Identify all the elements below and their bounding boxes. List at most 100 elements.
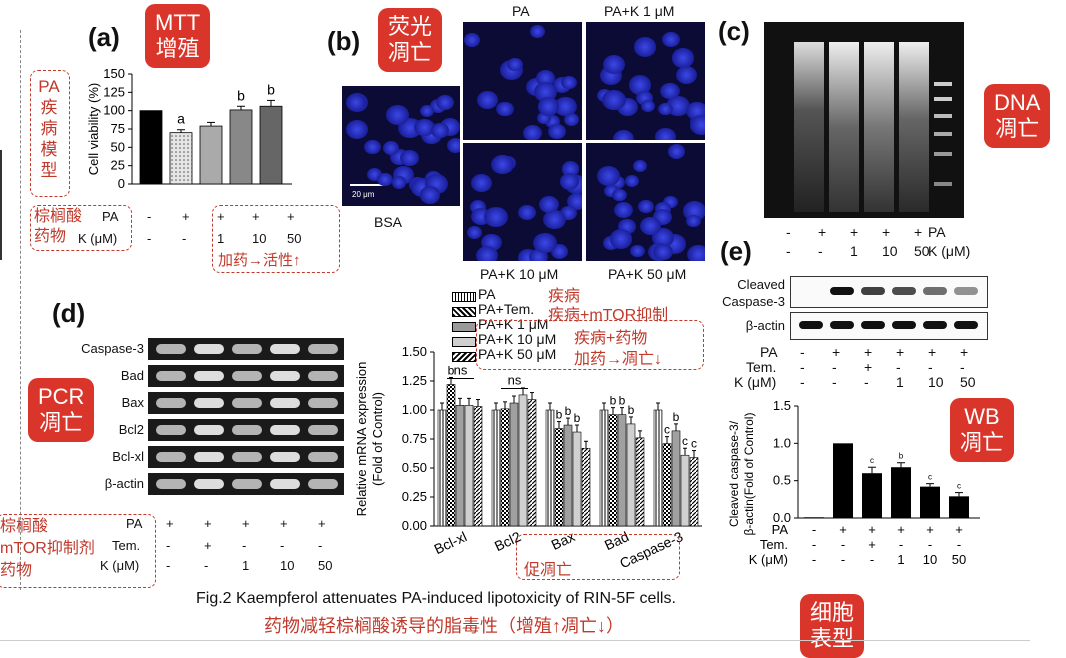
gel-band xyxy=(156,479,186,489)
cell-nucleus xyxy=(675,65,697,84)
bar xyxy=(437,409,447,527)
gel-band xyxy=(270,344,300,354)
y-tick-label: 0.00 xyxy=(402,518,427,533)
sig-label: a xyxy=(177,111,185,127)
pa-value: + xyxy=(182,209,190,224)
k-value: 10 xyxy=(928,374,944,390)
bar xyxy=(199,125,223,185)
label-pak50: PA+K 50 μM xyxy=(608,266,687,282)
cell-nucleus xyxy=(490,154,515,175)
row-value: + xyxy=(926,522,934,537)
cell-nucleus xyxy=(628,75,652,95)
row-value: + xyxy=(868,537,876,552)
bar xyxy=(509,402,519,527)
scale-bar-label: 20 μm xyxy=(352,190,375,199)
row-value: - xyxy=(957,537,961,552)
ladder-band xyxy=(934,114,952,118)
wb-band xyxy=(861,321,885,329)
gel-band xyxy=(232,344,262,354)
y-tick-label: 25 xyxy=(111,158,125,173)
y-tick-label: 0.0 xyxy=(773,510,791,525)
legend-swatch xyxy=(452,307,476,317)
wb-band xyxy=(923,321,947,329)
bar xyxy=(563,424,573,527)
cell-nucleus xyxy=(560,75,577,90)
wb-band xyxy=(830,287,854,295)
panel-d-chart: 0.00 0.25 0.50 0.75 1.00 1.25 1.50 Relative mRN… xyxy=(354,344,702,570)
left-divider xyxy=(20,30,21,590)
panel-d-pa-label: PA xyxy=(126,516,143,531)
tem-value: - xyxy=(928,359,933,375)
legend-swatch xyxy=(452,337,476,347)
cell-nucleus xyxy=(561,161,580,177)
cell-nucleus xyxy=(391,176,407,189)
figure-caption: Fig.2 Kaempferol attenuates PA-induced l… xyxy=(196,590,676,607)
legend-note-3: 疾病+药物 xyxy=(574,330,648,347)
cell-nucleus xyxy=(653,243,673,261)
tem-value: + xyxy=(864,359,873,375)
panel-b-callout: 荧光 凋亡 xyxy=(378,8,443,72)
k-value: 50 xyxy=(960,374,976,390)
k-value: 1 xyxy=(242,558,250,573)
bar xyxy=(617,414,627,527)
k-value: 10 xyxy=(882,243,898,259)
bar xyxy=(554,428,564,527)
row-value: - xyxy=(812,552,816,567)
gel-band xyxy=(308,371,338,381)
gel-row xyxy=(148,392,344,414)
gel-band xyxy=(156,452,186,462)
bar xyxy=(599,409,609,527)
k-value: 1 xyxy=(896,374,904,390)
tem-value: - xyxy=(318,538,323,553)
x-tick-label: Bcl-xl xyxy=(431,528,469,557)
cell-nucleus xyxy=(633,37,657,57)
cell-nucleus xyxy=(386,105,410,125)
gel-row xyxy=(148,473,344,495)
cell-nucleus xyxy=(564,113,580,127)
cell-nucleus xyxy=(467,226,482,240)
k-value: - xyxy=(818,243,823,259)
sig-label: c xyxy=(928,473,932,482)
cell-nucleus xyxy=(483,206,508,228)
gel-band xyxy=(308,452,338,462)
gel-band xyxy=(308,479,338,489)
y-tick-label: 1.25 xyxy=(402,373,427,388)
pa-value: + xyxy=(204,516,212,531)
bar xyxy=(473,406,483,527)
wb-band xyxy=(923,287,947,295)
row-label: PA xyxy=(772,522,789,537)
y-axis-label: β-actin(Fold of Control) xyxy=(742,413,756,536)
gel-lane xyxy=(899,42,929,212)
cell-nucleus xyxy=(382,140,400,155)
panel-d-rows: 棕榈酸 mTOR抑制剂 药物 PA Tem. K (μM) xyxy=(0,512,360,592)
panel-c-k-label: K (μM) xyxy=(928,243,971,259)
cell-nucleus xyxy=(638,199,654,214)
pa-value: + xyxy=(252,209,260,224)
pa-value: + xyxy=(287,209,295,224)
cell-nucleus xyxy=(559,173,579,190)
panel-e-tem-label: Tem. xyxy=(746,359,777,375)
pa-value: + xyxy=(914,224,923,240)
y-tick-label: 1.50 xyxy=(402,344,427,359)
row-value: - xyxy=(928,537,932,552)
panel-a-left-label: 棕榈酸 药物 xyxy=(34,208,83,245)
gel-band xyxy=(194,425,224,435)
cell-nucleus xyxy=(475,245,499,261)
gel-row xyxy=(148,446,344,468)
sig-label: b xyxy=(899,452,904,461)
y-axis-label: Relative mRNA expression xyxy=(354,362,369,517)
gel-band xyxy=(270,398,300,408)
cell-nucleus xyxy=(435,95,454,111)
pa-value: + xyxy=(896,344,905,360)
tem-value: - xyxy=(242,538,247,553)
gel-band xyxy=(308,344,338,354)
cell-nucleus xyxy=(539,195,560,213)
panel-e-callout: WB 凋亡 xyxy=(950,398,1015,462)
gel-band xyxy=(232,398,262,408)
blot-label-actin: β-actin xyxy=(745,318,785,333)
cell-nucleus xyxy=(686,244,705,261)
bar xyxy=(689,457,699,527)
panel-a-rows: 棕榈酸 药物 PA K (μM) 加药→活性↑ - + + + + - - 1 10 50 xyxy=(30,205,340,275)
y-axis-label: Cell viability (%) xyxy=(86,83,101,175)
y-tick-label: 100 xyxy=(103,103,125,118)
